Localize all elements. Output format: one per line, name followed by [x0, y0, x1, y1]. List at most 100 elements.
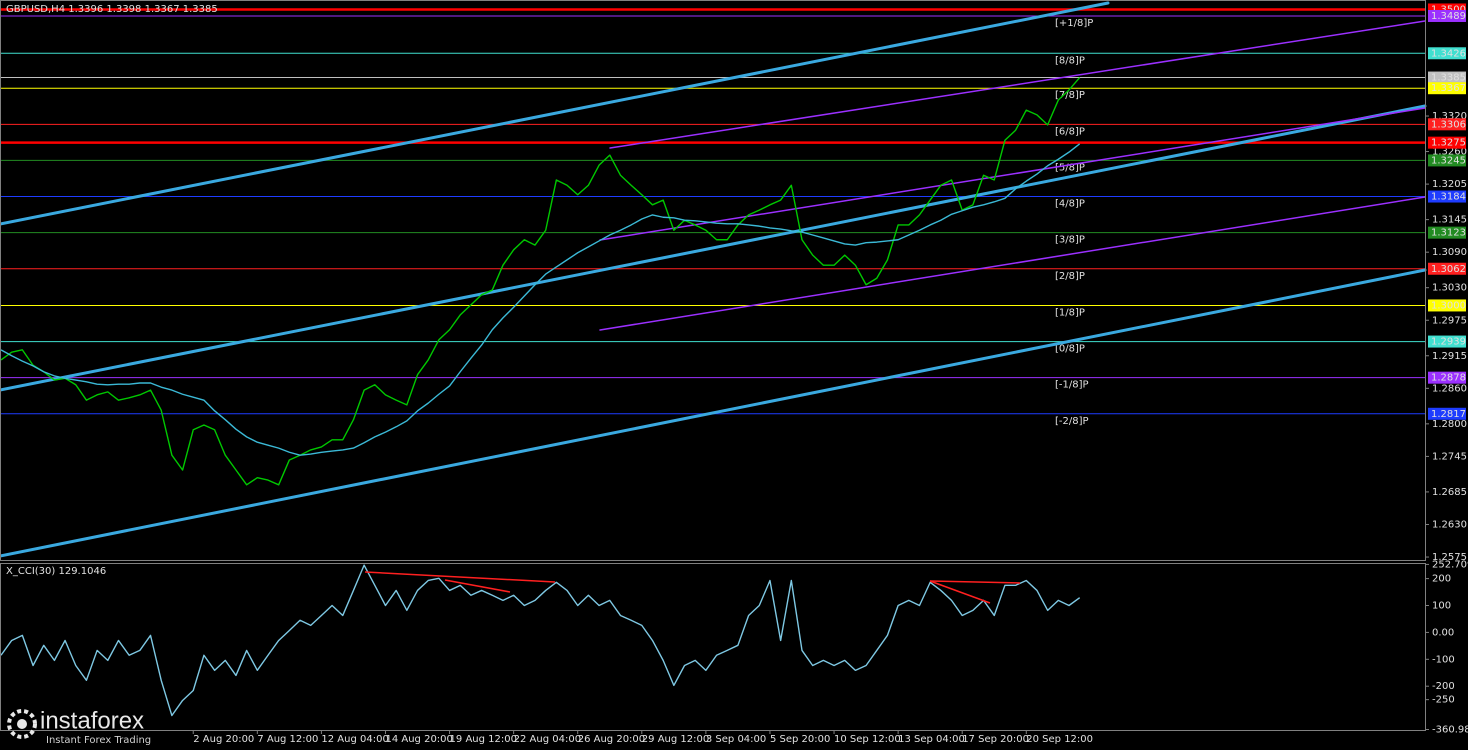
x-tick-label: 19 Aug 12:00	[450, 734, 517, 745]
y-tick-label: 1.2745	[1432, 451, 1467, 462]
level-price-box	[1428, 154, 1466, 167]
level-price-label: 1.2939	[1431, 337, 1466, 348]
y-tick-label: 1.3030	[1432, 283, 1467, 294]
level-price-label: 1.3245	[1431, 155, 1466, 166]
series-line	[0, 143, 1081, 456]
level-price-label: 1.3275	[1431, 138, 1466, 149]
x-tick-label: 13 Sep 04:00	[898, 734, 965, 745]
level-price-box	[1428, 9, 1466, 22]
level-price-box	[1428, 226, 1466, 239]
level-name: [1/8]P	[1055, 307, 1085, 318]
divergence-line	[929, 580, 991, 604]
y-tick-label: 1.3205	[1432, 179, 1467, 190]
divergence-line	[364, 571, 556, 583]
y-tick-label: -100	[1432, 654, 1455, 665]
level-price-box	[1428, 47, 1466, 60]
level-name: [+1/8]P	[1055, 18, 1093, 29]
levels: [+1/8]P [8/8]P [7/8]P [6/8]P [5/8]P [4/8]P [3/…	[0, 8, 1425, 427]
x-tick-label: 26 Aug 20:00	[578, 734, 645, 745]
y-tick-label: -360.984	[1432, 725, 1468, 736]
level-price-box	[1428, 299, 1466, 312]
divergence-line	[929, 580, 1021, 584]
y-tick-label: 200	[1432, 574, 1451, 585]
level-price-box	[1428, 190, 1466, 203]
level-name: [7/8]P	[1055, 90, 1085, 101]
y-tick-label: 252.7091	[1432, 559, 1468, 570]
y-tick-label: 1.2685	[1432, 487, 1467, 498]
x-tick-label: 12 Aug 04:00	[321, 734, 388, 745]
y-tick-label: -200	[1432, 681, 1455, 692]
level-name: [5/8]P	[1055, 162, 1085, 173]
x-tick-label: 17 Sep 20:00	[962, 734, 1029, 745]
level-price-label: 1.3500	[1431, 4, 1466, 15]
level-price-label: 1.3184	[1431, 192, 1466, 203]
y-tick-label: 1.2630	[1432, 519, 1467, 530]
level-price-label: 1.3489	[1431, 11, 1466, 22]
level-name: [2/8]P	[1055, 271, 1085, 282]
x-tick-label: 7 Aug 12:00	[257, 734, 318, 745]
regression-line	[599, 196, 1426, 331]
level-name: [-2/8]P	[1055, 416, 1089, 427]
level-name: [-1/8]P	[1055, 380, 1089, 391]
y-tick-label: 1.2915	[1432, 351, 1467, 362]
x-tick-label: 14 Aug 20:00	[385, 734, 452, 745]
y-tick-label: 100	[1432, 601, 1451, 612]
x-tick-label: 10 Sep 12:00	[834, 734, 901, 745]
regression-line	[599, 107, 1426, 241]
level-price-box	[1428, 136, 1466, 149]
level-price-label: 1.3123	[1431, 228, 1466, 239]
level-price-box	[1428, 118, 1466, 131]
level-price-label: 1.3385	[1431, 73, 1466, 84]
level-name: [4/8]P	[1055, 199, 1085, 210]
y-tick-label: 1.3090	[1432, 247, 1467, 258]
y-tick-label: 1.3320	[1432, 111, 1467, 122]
y-tick-label: 1.2575	[1432, 552, 1467, 563]
level-price-label: 1.2817	[1431, 409, 1466, 420]
series	[0, 77, 1081, 717]
level-price-box	[1428, 262, 1466, 275]
cci-frame	[0, 563, 1426, 731]
y-tick-label: 1.2975	[1432, 315, 1467, 326]
x-tick-label: 5 Sep 20:00	[770, 734, 830, 745]
logo: instaforex Instant Forex Trading	[7, 707, 151, 746]
x-tick-label: 22 Aug 04:00	[514, 734, 581, 745]
main-frame	[0, 0, 1426, 561]
channel-line	[0, 268, 1427, 558]
channels	[0, 1, 1427, 558]
y-tick-label: -250	[1432, 695, 1455, 706]
series-line	[0, 564, 1081, 717]
brand-tagline: Instant Forex Trading	[46, 735, 151, 746]
y-tick-label: 1.3145	[1432, 215, 1467, 226]
level-name: [6/8]P	[1055, 126, 1085, 137]
level-name: [8/8]P	[1055, 55, 1085, 66]
level-price-box	[1428, 71, 1466, 84]
y-tick-label: 1.2860	[1432, 383, 1467, 394]
main-title: GBPUSD,H4 1.3396 1.3398 1.3367 1.3385	[6, 4, 218, 15]
x-tick-label: 3 Sep 04:00	[706, 734, 766, 745]
logo-icon	[7, 709, 37, 739]
level-price-box	[1428, 335, 1466, 348]
x-tick-label: 2 Aug 20:00	[193, 734, 254, 745]
level-price-label: 1.3306	[1431, 119, 1466, 130]
level-price-label: 1.3367	[1431, 83, 1466, 94]
channel-line	[0, 1, 1110, 226]
axes: 1.3320 1.3260 1.3205 1.3145 1.3090 1.3030 1.29…	[192, 3, 1468, 745]
level-name: [3/8]P	[1055, 235, 1085, 246]
frame	[0, 0, 1426, 731]
brand-name: instaforex	[40, 707, 144, 734]
logo-icon	[17, 719, 27, 729]
level-price-box	[1428, 82, 1466, 95]
cci-title: X_CCI(30) 129.1046	[6, 566, 106, 577]
series-line	[0, 77, 1081, 486]
level-name: [0/8]P	[1055, 344, 1085, 355]
x-tick-label: 20 Sep 12:00	[1026, 734, 1093, 745]
y-tick-label: 1.2800	[1432, 419, 1467, 430]
y-tick-label: 1.3260	[1432, 147, 1467, 158]
level-price-label: 1.2878	[1431, 373, 1466, 384]
y-tick-label: 0.00	[1432, 627, 1454, 638]
x-tick-label: 29 Aug 12:00	[642, 734, 709, 745]
level-price-label: 1.3062	[1431, 264, 1466, 275]
